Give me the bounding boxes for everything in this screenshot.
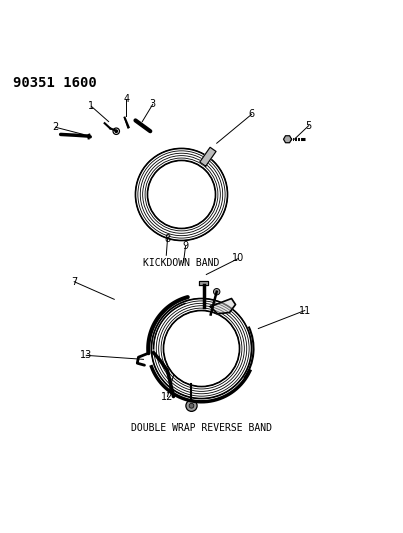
Text: 8: 8	[164, 235, 170, 244]
Polygon shape	[284, 136, 291, 143]
Text: 5: 5	[305, 120, 312, 131]
Text: 10: 10	[232, 254, 245, 263]
Circle shape	[189, 403, 194, 408]
Text: 90351 1600: 90351 1600	[13, 76, 97, 91]
Text: 1: 1	[88, 101, 94, 111]
Circle shape	[115, 130, 117, 132]
Text: 2: 2	[52, 122, 58, 132]
Polygon shape	[210, 298, 235, 314]
Circle shape	[186, 400, 197, 411]
Text: 12: 12	[161, 392, 174, 401]
Text: DOUBLE WRAP REVERSE BAND: DOUBLE WRAP REVERSE BAND	[131, 423, 272, 433]
Text: 9: 9	[183, 241, 189, 252]
Circle shape	[214, 288, 220, 295]
Text: 13: 13	[80, 350, 92, 360]
Text: 11: 11	[299, 305, 311, 316]
Text: 6: 6	[249, 109, 255, 119]
Text: KICKDOWN BAND: KICKDOWN BAND	[143, 259, 220, 269]
Text: 7: 7	[71, 277, 77, 287]
Text: 4: 4	[123, 94, 129, 104]
Text: 3: 3	[150, 100, 156, 109]
Polygon shape	[199, 280, 208, 285]
Polygon shape	[200, 147, 216, 166]
